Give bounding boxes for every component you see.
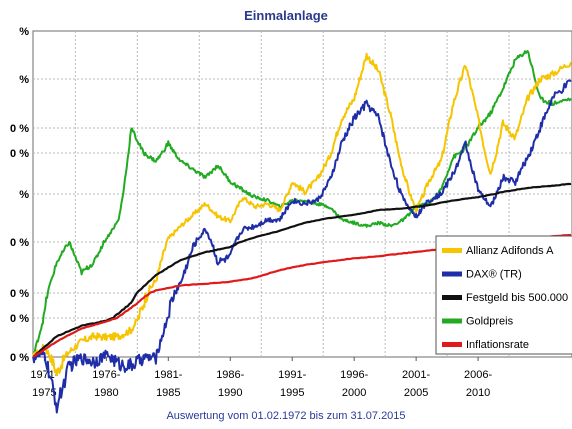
y-tick-label: %: [19, 74, 29, 86]
x-tick-label: 1991-: [278, 369, 306, 381]
x-tick-label: 1976-: [92, 369, 120, 381]
x-tick-label: 2001-: [402, 369, 430, 381]
x-tick-label: 2005: [404, 387, 428, 399]
x-tick-label: 1975: [32, 387, 56, 399]
legend-label: DAX® (TR): [466, 269, 522, 281]
legend-swatch: [442, 342, 462, 347]
x-tick-label: 1981-: [154, 369, 182, 381]
chart-title: Einmalanlage: [244, 8, 328, 23]
legend-swatch: [442, 318, 462, 324]
x-tick-label: 2006-: [464, 369, 492, 381]
legend-swatch: [442, 271, 462, 277]
series-line: [32, 182, 572, 358]
y-tick-label: 0 %: [10, 288, 29, 300]
x-tick-label: 2010: [466, 387, 490, 399]
x-tick-label: 1986-: [216, 369, 244, 381]
x-tick-label: 2000: [342, 387, 366, 399]
legend: Allianz Adifonds A DAX® (TR) Festgeld bis …: [435, 235, 572, 355]
y-tick-label: 0 %: [10, 123, 29, 135]
y-tick-label: 0 %: [10, 352, 29, 364]
series-line: [32, 79, 572, 414]
y-axis: %% 0 % 0 %% 0 % 0 % 0 % 0 %: [10, 26, 29, 364]
x-tick-label: 1985: [156, 387, 180, 399]
y-tick-label: 0 %: [10, 237, 29, 249]
legend-label: Inflationsrate: [466, 339, 529, 351]
footnote: Auswertung vom 01.02.1972 bis zum 31.07.…: [166, 410, 405, 422]
x-tick-label: 1996-: [340, 369, 368, 381]
legend-swatch: [442, 248, 462, 253]
y-tick-label: 0 %: [10, 148, 29, 160]
x-tick-label: 1995: [280, 387, 304, 399]
y-tick-label: 0 %: [10, 313, 29, 325]
legend-swatch: [442, 295, 462, 300]
x-tick-label: 1980: [94, 387, 118, 399]
legend-label: Goldpreis: [466, 316, 514, 328]
x-tick-label: 1990: [218, 387, 242, 399]
y-tick-label: %: [19, 189, 29, 201]
legend-label: Festgeld bis 500.000 Euro: [466, 292, 572, 304]
series-line: [32, 52, 572, 377]
y-tick-label: %: [19, 26, 29, 38]
legend-label: Allianz Adifonds A: [466, 245, 554, 257]
